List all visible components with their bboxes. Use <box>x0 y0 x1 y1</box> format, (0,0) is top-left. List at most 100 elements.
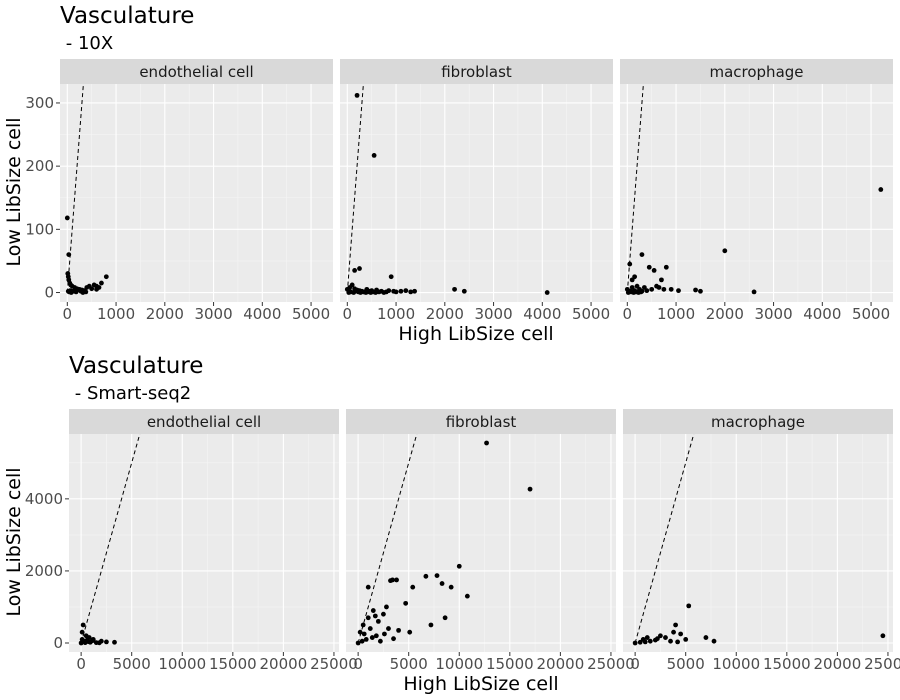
data-point <box>675 639 681 645</box>
data-point <box>382 631 387 637</box>
x-tick-label: 2000 <box>426 305 464 323</box>
x-tick-label: 5000 <box>667 655 705 673</box>
data-point <box>678 631 684 637</box>
data-point <box>412 288 417 294</box>
x-tick-label: 1000 <box>97 305 135 323</box>
data-point <box>668 286 674 292</box>
x-tick-label: 2000 <box>146 305 184 323</box>
x-tick-label: 2000 <box>706 305 744 323</box>
data-point <box>365 584 371 590</box>
x-tick-label: 10000 <box>158 655 206 673</box>
data-point <box>722 248 728 254</box>
y-tick-label: 0 <box>53 634 63 652</box>
facet-strip <box>60 59 333 84</box>
x-tick-label: 0 <box>623 305 633 323</box>
data-point <box>376 289 382 295</box>
x-tick-label: 25000 <box>864 655 900 673</box>
data-point <box>104 639 109 645</box>
data-point <box>79 636 85 642</box>
facet-label: fibroblast <box>446 413 517 431</box>
data-point <box>461 288 467 294</box>
data-point <box>661 286 667 292</box>
chart-title: Vasculature <box>69 353 203 379</box>
data-point <box>654 636 660 642</box>
x-tick-label: 5000 <box>292 305 330 323</box>
data-point <box>676 288 681 294</box>
data-point <box>372 613 378 619</box>
x-tick-label: 4000 <box>243 305 281 323</box>
data-point <box>381 290 387 295</box>
data-point <box>377 638 383 644</box>
data-point <box>878 187 884 192</box>
data-point <box>632 640 638 646</box>
data-point <box>644 635 650 640</box>
data-point <box>103 274 109 280</box>
data-point <box>403 288 409 294</box>
data-point <box>394 577 399 583</box>
points <box>64 215 109 295</box>
x-tick-label: 25000 <box>587 655 635 673</box>
data-point <box>632 274 638 280</box>
x-tick-label: 1000 <box>657 305 695 323</box>
data-point <box>373 633 379 639</box>
data-point <box>464 593 470 599</box>
data-point <box>646 264 652 270</box>
x-tick-label: 4000 <box>803 305 841 323</box>
data-point <box>384 604 389 610</box>
facet-strip <box>346 409 616 434</box>
data-point <box>456 563 462 569</box>
data-point <box>410 584 416 590</box>
reference-line <box>357 434 418 644</box>
data-point <box>638 289 644 295</box>
data-point <box>668 638 673 644</box>
data-point <box>359 638 365 644</box>
x-tick-label: 15000 <box>763 655 811 673</box>
x-tick-label: 0 <box>63 305 73 323</box>
data-point <box>354 92 360 98</box>
points <box>355 440 533 646</box>
x-tick-label: 5000 <box>572 305 610 323</box>
data-point <box>391 636 396 642</box>
data-point <box>375 618 381 624</box>
data-point <box>64 215 70 221</box>
data-point <box>663 264 669 270</box>
data-point <box>639 252 645 258</box>
x-tick-label: 5000 <box>852 305 890 323</box>
points <box>624 187 884 295</box>
data-point <box>386 288 392 294</box>
chart-title: Vasculature <box>60 3 194 29</box>
data-point <box>388 274 394 280</box>
data-point <box>880 633 886 639</box>
data-point <box>403 600 409 606</box>
x-tick-label: 5000 <box>390 655 428 673</box>
x-tick-label: 0 <box>630 655 640 673</box>
data-point <box>637 639 643 645</box>
facet-strip <box>623 409 893 434</box>
data-point <box>407 629 413 635</box>
data-point <box>448 584 454 590</box>
y-tick-label: 300 <box>25 94 54 112</box>
panel-background <box>340 84 613 302</box>
data-point <box>386 626 391 631</box>
data-point <box>442 615 448 621</box>
data-point <box>365 615 371 621</box>
data-point <box>703 635 709 640</box>
data-point <box>647 638 653 644</box>
data-point <box>89 286 95 292</box>
data-point <box>408 289 414 295</box>
y-tick-label: 0 <box>44 284 54 302</box>
data-point <box>663 635 668 640</box>
x-tick-label: 0 <box>343 305 353 323</box>
data-point <box>89 638 95 644</box>
y-tick-label: 2000 <box>25 562 63 580</box>
data-point <box>363 636 369 642</box>
data-point <box>361 631 367 637</box>
data-point <box>484 440 489 446</box>
data-point <box>658 633 663 639</box>
data-point <box>651 268 657 273</box>
data-point <box>452 286 457 292</box>
x-axis-title: High LibSize cell <box>398 323 553 345</box>
data-point <box>349 282 355 288</box>
